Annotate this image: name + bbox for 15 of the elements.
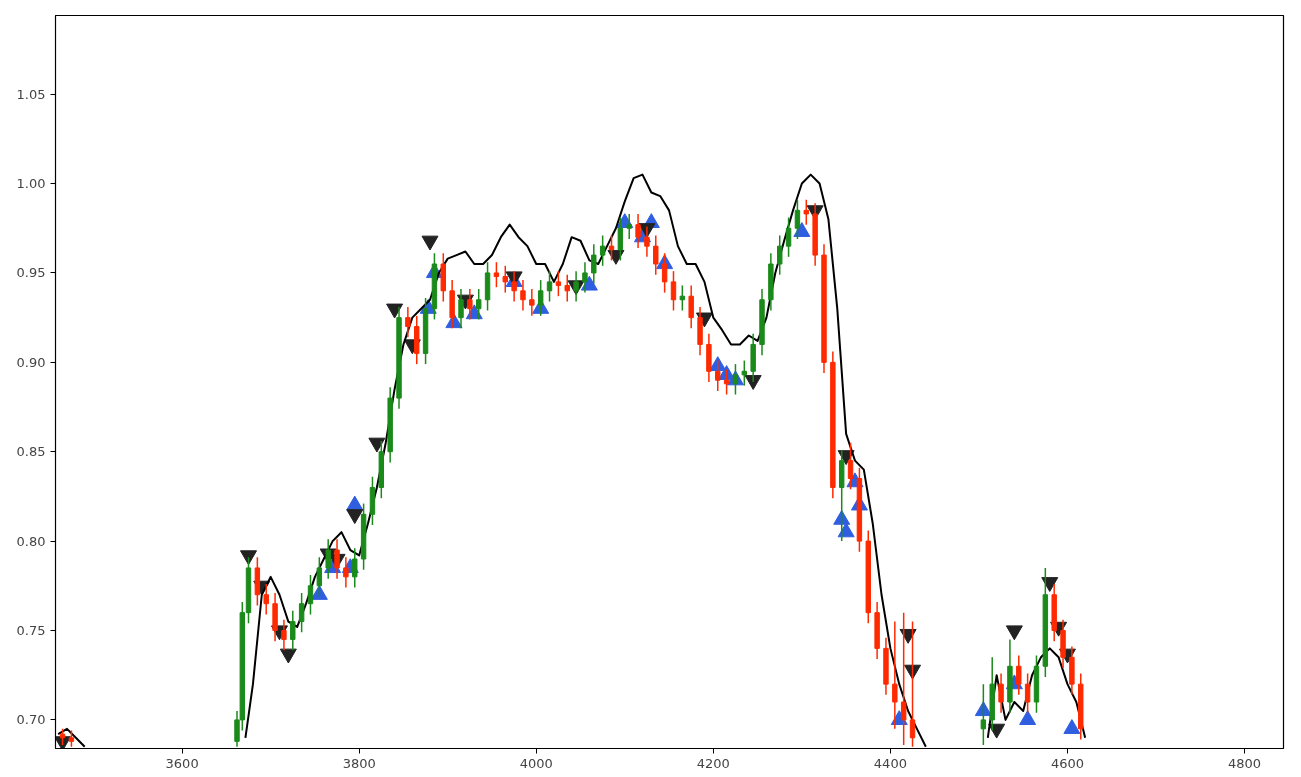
y-tick-label: 1.00 <box>16 176 46 192</box>
y-tick-label: 0.85 <box>16 444 46 460</box>
y-tick-label: 0.75 <box>16 623 46 638</box>
x-tick-label: 4200 <box>696 755 730 771</box>
y-tick-label: 0.90 <box>16 354 46 370</box>
x-tick-label: 3800 <box>342 755 376 771</box>
x-tick-label: 4800 <box>1228 755 1262 771</box>
x-tick-label: 4400 <box>873 755 907 771</box>
y-tick-label: 0.80 <box>16 533 46 549</box>
x-tick-label: 3600 <box>165 755 199 771</box>
y-tick-label: 0.70 <box>16 712 46 728</box>
x-tick-label: 4000 <box>519 755 553 771</box>
x-tick-label: 4600 <box>1050 755 1085 771</box>
y-tick-label: 1.05 <box>16 86 46 102</box>
y-tick-label: 0.95 <box>16 265 46 281</box>
